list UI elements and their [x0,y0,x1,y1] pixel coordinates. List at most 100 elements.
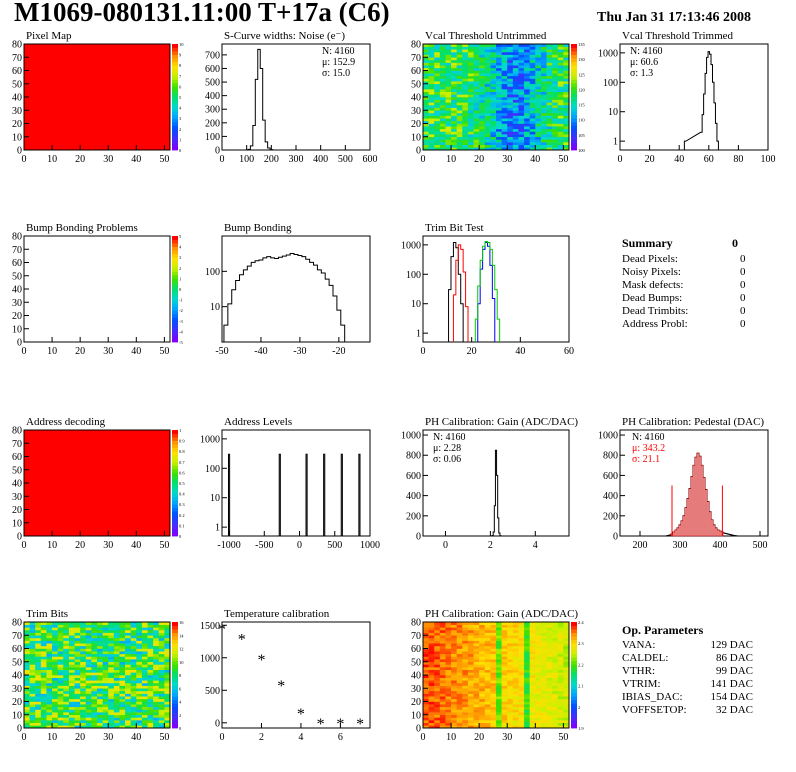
heatmap-cell [540,664,547,668]
y-tick-label: 20 [12,119,22,130]
heatmap-cell [507,685,514,689]
heatmap-cell [85,717,92,721]
heatmap-cell [451,144,457,148]
heatmap-cell [423,91,429,95]
y-tick-label: 0 [613,532,618,543]
heatmap-cell [451,97,457,100]
heatmap-cell [456,714,463,718]
heatmap-cell [546,690,553,694]
heatmap-cell [518,81,525,85]
heatmap-cell [529,704,536,708]
stat-label: σ: 15.0 [322,68,350,79]
heatmap-cell [130,685,137,689]
heatmap-cell [524,75,530,79]
heatmap-cell [563,49,570,53]
heatmap-cell [108,661,115,665]
heatmap-cell [518,67,525,71]
x-tick-label: 400 [713,540,728,551]
heatmap-cell [52,637,58,641]
heatmap-cell [456,49,463,53]
heatmap-cell [141,645,148,649]
heatmap-cell [473,46,480,50]
heatmap-cell [546,656,553,660]
heatmap-cell [479,139,486,143]
heatmap-cell [439,648,446,652]
y-tick-label: 1000 [200,653,220,664]
heatmap-cell [512,635,519,639]
heatmap-cell [456,640,463,644]
heatmap-cell [479,128,486,132]
heatmap-cell [434,70,441,74]
heatmap-cell [451,104,457,108]
heatmap-cell [479,677,486,681]
heatmap-cell [153,717,160,721]
heatmap-cell [456,112,463,116]
heatmap-cell [451,653,457,657]
color-scale-step [571,685,577,690]
heatmap-cell [529,73,536,77]
heatmap-cell [484,112,491,116]
color-scale-step [172,703,178,708]
color-scale-step [172,430,178,434]
heatmap-cell [136,675,143,678]
heatmap-cell [445,629,452,633]
heatmap-cell [24,622,30,625]
heatmap-cell [479,635,486,639]
heatmap-cell [434,701,441,705]
y-tick-label: 200 [205,118,220,129]
heatmap-cell [24,682,30,686]
heatmap-cell [46,637,53,641]
heatmap-cell [467,656,474,660]
heatmap-cell [113,659,120,663]
heatmap-cell [40,651,47,655]
heatmap-cell [501,722,508,726]
heatmap-cell [518,128,525,132]
heatmap-cell [524,70,530,74]
x-tick-label: 30 [502,154,512,165]
heatmap-cell [462,709,469,713]
plot-frame [422,235,570,343]
histogram-bin [480,260,482,342]
heatmap-cell [462,693,469,697]
heatmap-cell [540,46,547,50]
heatmap-cell [496,128,502,132]
heatmap-cell [74,706,81,710]
heatmap-cell [529,136,536,140]
heatmap-cell [434,49,441,53]
heatmap-cell [496,115,502,119]
heatmap-cell [529,680,536,684]
heatmap-cell [24,629,30,633]
heatmap-cell [85,672,92,676]
heatmap-cell [563,136,570,140]
heatmap-cell [496,131,502,135]
heatmap-cell [29,661,36,665]
heatmap-cell [445,65,452,69]
heatmap-cell [445,134,452,138]
heatmap-cell [490,86,497,90]
y-tick-label: 40 [411,671,421,682]
heatmap-cell [552,645,559,649]
heatmap-cell [119,675,126,678]
heatmap-cell [451,648,457,652]
heatmap-cell [445,622,452,625]
heatmap-cell [97,624,103,628]
heatmap-cell [153,632,160,636]
heatmap-cell [24,704,30,708]
color-scale-step [571,121,577,126]
heatmap-cell [563,54,570,58]
heatmap-cell [451,682,457,686]
heatmap-cell [158,632,165,636]
heatmap-cell [164,720,171,723]
heatmap-cell [428,645,435,649]
histogram-bin [492,535,493,536]
heatmap-cell [456,57,463,61]
color-scale-step [172,724,178,729]
heatmap-cell [507,73,514,77]
color-scale-label: 2.3 [578,641,584,646]
heatmap-cell [24,645,30,649]
heatmap-cell [428,706,435,710]
histogram-bin [458,245,460,342]
heatmap-cell [524,661,530,665]
heatmap-cell [423,637,429,641]
heatmap-cell [501,62,508,66]
